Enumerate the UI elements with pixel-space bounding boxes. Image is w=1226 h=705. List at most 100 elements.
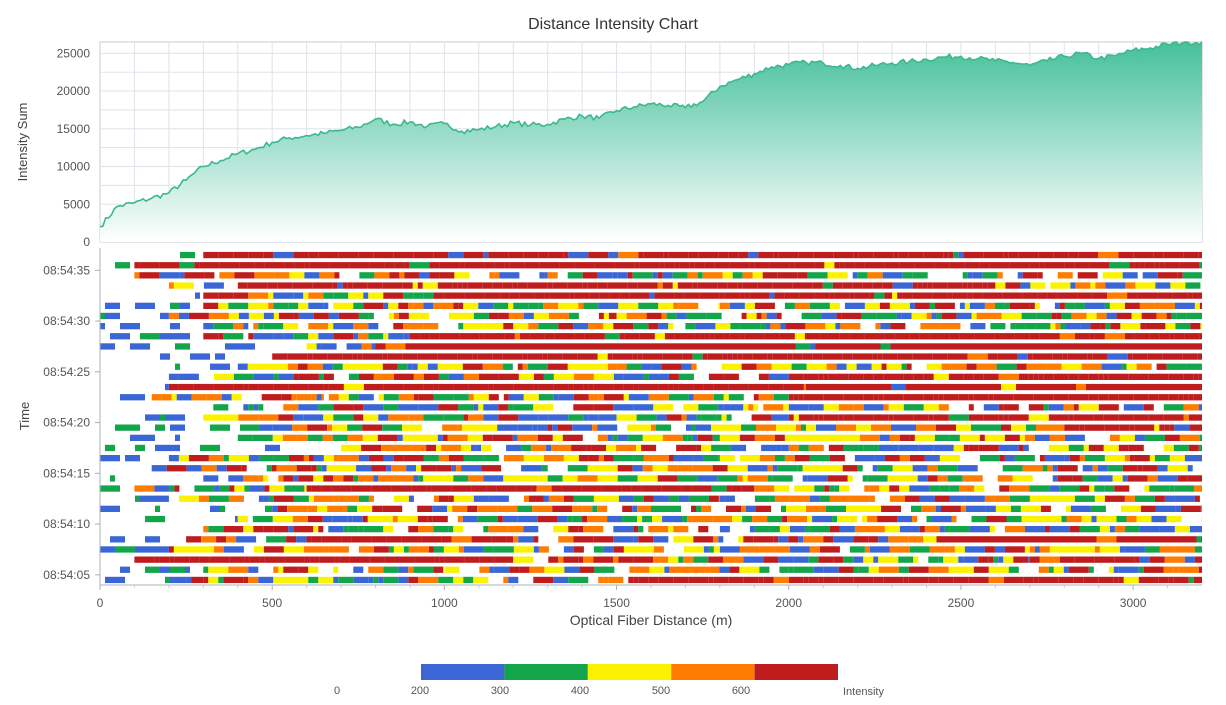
heatmap-cell [294, 262, 304, 268]
heatmap-cell [830, 526, 840, 532]
heatmap-cell [1143, 272, 1158, 278]
heatmap-cell [894, 414, 914, 420]
heatmap-cell [594, 546, 604, 552]
heatmap-cell [799, 414, 814, 420]
heatmap-cell [743, 404, 748, 410]
heatmap-cell [824, 414, 839, 420]
heatmap-cell [1069, 567, 1089, 573]
heatmap-cell [929, 577, 939, 583]
heatmap-cell [824, 577, 839, 583]
heatmap-cell [234, 272, 254, 278]
heatmap-cell [248, 333, 253, 339]
heatmap-cell [1059, 577, 1074, 583]
heatmap-cell [819, 374, 824, 380]
heatmap-cell [1199, 445, 1202, 451]
heatmap-cell [1034, 374, 1039, 380]
heatmap-cell [722, 364, 742, 370]
heatmap-cell [443, 475, 453, 481]
heatmap-cell [1017, 536, 1032, 542]
heatmap-cell [693, 557, 708, 563]
heatmap-cell [313, 475, 323, 481]
heatmap-cell [891, 343, 911, 349]
heatmap-cell [704, 384, 714, 390]
heatmap-cell [1137, 293, 1157, 299]
heatmap-cell [854, 414, 874, 420]
heatmap-cell [637, 516, 642, 522]
heatmap-cell [1050, 526, 1070, 532]
heatmap-cell [949, 567, 969, 573]
heatmap-cell [483, 323, 503, 329]
heatmap-cell [742, 516, 752, 522]
heatmap-cell [327, 425, 332, 431]
heatmap-cell [564, 567, 579, 573]
heatmap-cell [333, 333, 353, 339]
heatmap-cell [971, 425, 981, 431]
heatmap-cell [622, 485, 632, 491]
heatmap-cell [483, 414, 498, 420]
heatmap-cell [747, 313, 757, 319]
heatmap-cell [796, 425, 801, 431]
heatmap-cell [1002, 293, 1022, 299]
heatmap-cell [634, 384, 639, 390]
area-y-tick-label: 20000 [57, 84, 91, 98]
heatmap-cell [638, 536, 653, 542]
heatmap-cell [1050, 323, 1055, 329]
heatmap-cell [1015, 333, 1030, 339]
heatmap-cell [433, 475, 443, 481]
heatmap-cell [283, 333, 293, 339]
heatmap-cell [1088, 353, 1093, 359]
heatmap-cell [889, 485, 899, 491]
heatmap-cell [413, 364, 418, 370]
heatmap-cell [810, 496, 820, 502]
heatmap-cell [1004, 577, 1024, 583]
heatmap-cell [552, 506, 572, 512]
heatmap-cell [362, 353, 382, 359]
heatmap-cell [617, 364, 627, 370]
heatmap-cell [243, 526, 253, 532]
heatmap-cell [858, 465, 863, 471]
heatmap-cell [653, 557, 668, 563]
heatmap-cell [861, 506, 881, 512]
heatmap-cell [388, 414, 408, 420]
heatmap-cell [649, 374, 669, 380]
heatmap-cell [483, 364, 503, 370]
heatmap-cell [594, 567, 614, 573]
heatmap-cell [563, 475, 578, 481]
heatmap-cell [283, 475, 293, 481]
heatmap-cell [628, 282, 638, 288]
heatmap-cell [312, 485, 322, 491]
heatmap-cell [134, 262, 139, 268]
heatmap-cell [673, 526, 688, 532]
heatmap-cell [1054, 567, 1064, 573]
heatmap-cell [738, 252, 748, 258]
heatmap-cell [789, 374, 804, 380]
heatmap-cell [897, 293, 902, 299]
heatmap-cell [287, 506, 307, 512]
heatmap-cell [974, 485, 984, 491]
heatmap-cell [730, 303, 745, 309]
heatmap-cell [802, 313, 822, 319]
heatmap-cell [1139, 262, 1144, 268]
heatmap-cell [253, 526, 263, 532]
heatmap-cell [1142, 536, 1157, 542]
heatmap-cell [757, 313, 762, 319]
heatmap-cell [528, 282, 548, 288]
heatmap-cell [568, 364, 583, 370]
heatmap-cell [1009, 567, 1019, 573]
heatmap-cell [497, 425, 517, 431]
heatmap-cell [491, 343, 496, 349]
heatmap-cell [749, 384, 769, 390]
heatmap-cell [960, 303, 965, 309]
heatmap-cell [363, 526, 383, 532]
heatmap-cell [515, 333, 520, 339]
heatmap-cell [897, 313, 902, 319]
heatmap-cell [568, 252, 588, 258]
heatmap-cell [748, 475, 768, 481]
heatmap-cell [991, 384, 996, 390]
heatmap-cell [740, 455, 760, 461]
heatmap-cell [701, 506, 711, 512]
heatmap-cell [618, 465, 633, 471]
heatmap-cell [312, 536, 322, 542]
heatmap-cell [928, 557, 938, 563]
heatmap-cell [899, 485, 909, 491]
